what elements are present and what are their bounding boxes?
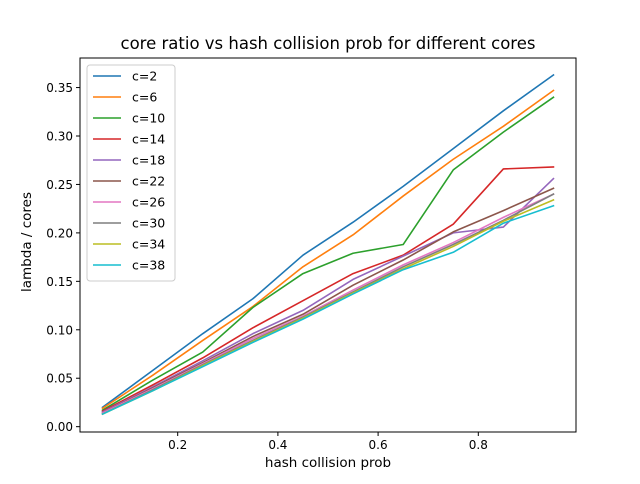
legend-entry-label: c=10: [132, 111, 165, 126]
y-tick-label: 0.30: [46, 129, 73, 143]
legend-entry-label: c=18: [132, 153, 165, 168]
legend: c=2 c=6 c=10 c=14 c=18 c=22 c=26 c=30 c=34 c=38: [86, 64, 176, 282]
y-tick-label: 0.25: [46, 178, 73, 192]
series-line-c-26: [101, 193, 555, 415]
legend-box: [86, 64, 176, 282]
series-line-c-6: [101, 89, 555, 410]
series-line-c-30: [101, 193, 555, 416]
x-tick-label: 0.6: [369, 438, 388, 452]
legend-entry-label: c=30: [132, 216, 165, 231]
series-line-c-38: [101, 204, 555, 416]
chart-title: core ratio vs hash collision prob for di…: [121, 34, 536, 53]
series-line-c-22: [101, 187, 555, 415]
x-tick-label: 0.2: [168, 438, 187, 452]
x-axis-ticks: 0.2 0.4 0.6 0.8: [168, 432, 488, 452]
y-tick-label: 0.00: [46, 420, 73, 434]
y-tick-label: 0.10: [46, 323, 73, 337]
legend-entry-label: c=6: [132, 90, 157, 105]
legend-entry-label: c=22: [132, 174, 165, 189]
axes-frame: [79, 57, 577, 433]
y-tick-label: 0.35: [46, 81, 73, 95]
y-axis-ticks: 0.00 0.05 0.10 0.15 0.20 0.25 0.30 0.35: [46, 81, 80, 434]
series-line-c-14: [101, 166, 555, 413]
x-axis-label: hash collision prob: [265, 455, 391, 471]
x-tick-label: 0.8: [469, 438, 488, 452]
series-lines: [101, 73, 555, 416]
series-line-c-10: [101, 96, 555, 412]
legend-entry-label: c=38: [132, 258, 165, 273]
y-tick-label: 0.20: [46, 226, 73, 240]
y-tick-label: 0.15: [46, 275, 73, 289]
y-tick-label: 0.05: [46, 372, 73, 386]
legend-entry-label: c=34: [132, 237, 165, 252]
legend-entry-label: c=14: [132, 132, 165, 147]
x-tick-label: 0.4: [268, 438, 287, 452]
legend-entry-label: c=26: [132, 195, 165, 210]
series-line-c-2: [101, 73, 555, 409]
y-axis-label: lambda / cores: [19, 192, 35, 292]
legend-entry-label: c=2: [132, 69, 157, 84]
